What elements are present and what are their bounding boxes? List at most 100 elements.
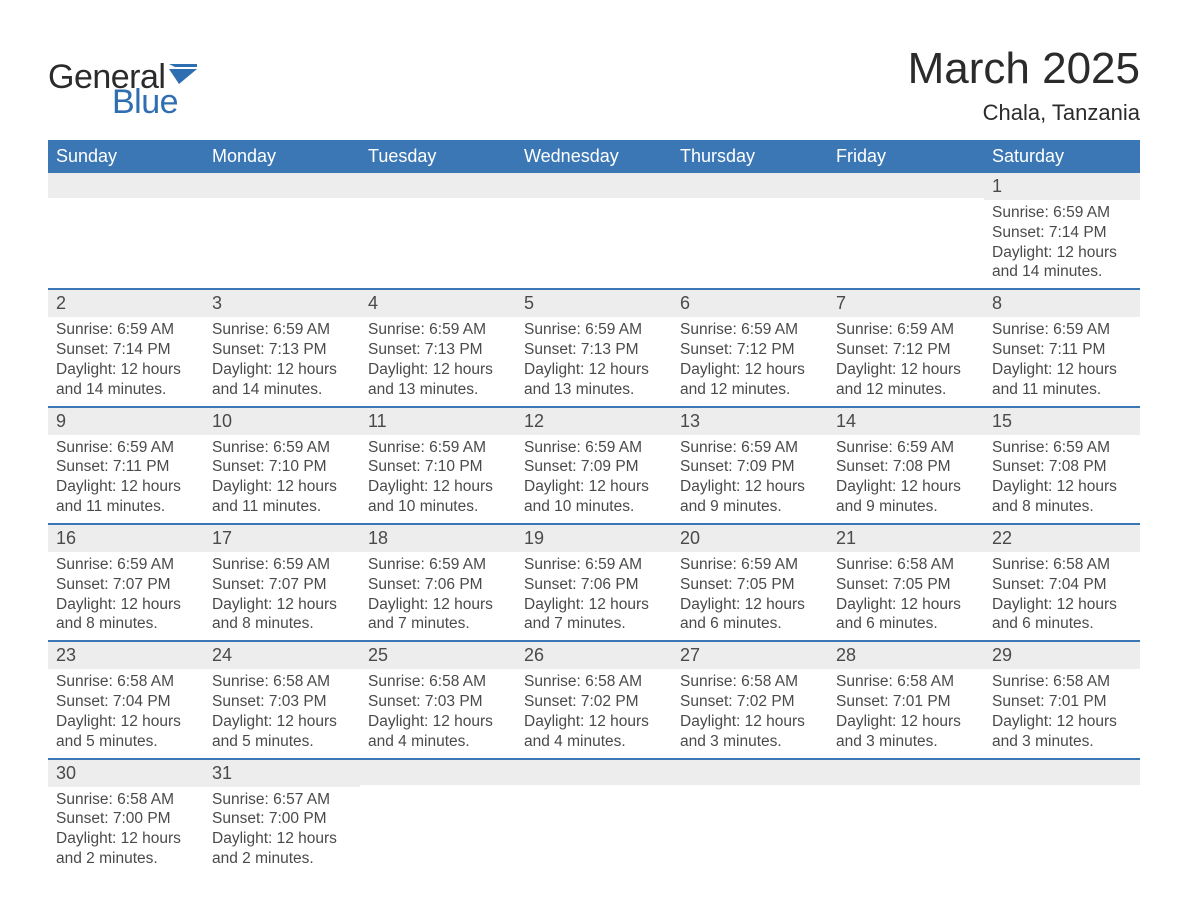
calendar-day: [672, 760, 828, 875]
day-details: Sunrise: 6:59 AMSunset: 7:09 PMDaylight:…: [516, 435, 672, 519]
day-details: [48, 198, 204, 276]
day-detail-line: Sunrise: 6:59 AM: [992, 320, 1132, 340]
day-number: 9: [48, 408, 204, 435]
calendar-day: 30Sunrise: 6:58 AMSunset: 7:00 PMDayligh…: [48, 760, 204, 875]
day-detail-line: Sunset: 7:04 PM: [992, 575, 1132, 595]
day-number: 10: [204, 408, 360, 435]
page-header: General Blue March 2025 Chala, Tanzania: [48, 30, 1140, 134]
day-number: 19: [516, 525, 672, 552]
day-number: [48, 173, 204, 198]
day-number: 1: [984, 173, 1140, 200]
day-number: 25: [360, 642, 516, 669]
day-detail-line: Sunset: 7:08 PM: [992, 457, 1132, 477]
day-number: 11: [360, 408, 516, 435]
day-detail-line: Sunrise: 6:58 AM: [836, 555, 976, 575]
day-number: 17: [204, 525, 360, 552]
day-header: Monday: [204, 140, 360, 173]
day-details: Sunrise: 6:58 AMSunset: 7:02 PMDaylight:…: [516, 669, 672, 753]
day-detail-line: Daylight: 12 hours and 3 minutes.: [836, 712, 976, 752]
day-details: Sunrise: 6:58 AMSunset: 7:04 PMDaylight:…: [48, 669, 204, 753]
calendar-body: 1Sunrise: 6:59 AMSunset: 7:14 PMDaylight…: [48, 173, 1140, 875]
day-detail-line: Sunrise: 6:59 AM: [212, 555, 352, 575]
day-header: Saturday: [984, 140, 1140, 173]
day-detail-line: Sunrise: 6:58 AM: [992, 672, 1132, 692]
day-details: Sunrise: 6:59 AMSunset: 7:12 PMDaylight:…: [672, 317, 828, 401]
day-details: [204, 198, 360, 276]
calendar-day: [204, 173, 360, 288]
day-details: Sunrise: 6:59 AMSunset: 7:13 PMDaylight:…: [516, 317, 672, 401]
day-detail-line: Daylight: 12 hours and 2 minutes.: [212, 829, 352, 869]
day-details: Sunrise: 6:58 AMSunset: 7:04 PMDaylight:…: [984, 552, 1140, 636]
calendar-day: 2Sunrise: 6:59 AMSunset: 7:14 PMDaylight…: [48, 290, 204, 405]
calendar-week: 23Sunrise: 6:58 AMSunset: 7:04 PMDayligh…: [48, 640, 1140, 757]
calendar-week: 2Sunrise: 6:59 AMSunset: 7:14 PMDaylight…: [48, 288, 1140, 405]
day-detail-line: Daylight: 12 hours and 5 minutes.: [212, 712, 352, 752]
day-number: [672, 173, 828, 198]
day-detail-line: Sunrise: 6:59 AM: [56, 555, 196, 575]
day-number: 14: [828, 408, 984, 435]
calendar-week: 9Sunrise: 6:59 AMSunset: 7:11 PMDaylight…: [48, 406, 1140, 523]
day-number: [516, 173, 672, 198]
day-detail-line: Sunrise: 6:59 AM: [524, 438, 664, 458]
day-header: Friday: [828, 140, 984, 173]
day-number: [516, 760, 672, 785]
day-details: Sunrise: 6:59 AMSunset: 7:12 PMDaylight:…: [828, 317, 984, 401]
day-detail-line: Sunrise: 6:59 AM: [368, 320, 508, 340]
title-block: March 2025 Chala, Tanzania: [908, 30, 1140, 134]
day-detail-line: Sunset: 7:02 PM: [524, 692, 664, 712]
calendar-day: 13Sunrise: 6:59 AMSunset: 7:09 PMDayligh…: [672, 408, 828, 523]
day-details: Sunrise: 6:59 AMSunset: 7:14 PMDaylight:…: [984, 200, 1140, 284]
day-detail-line: Daylight: 12 hours and 13 minutes.: [368, 360, 508, 400]
day-header: Thursday: [672, 140, 828, 173]
day-number: 28: [828, 642, 984, 669]
day-detail-line: Sunrise: 6:59 AM: [368, 438, 508, 458]
day-detail-line: Daylight: 12 hours and 3 minutes.: [992, 712, 1132, 752]
day-number: 3: [204, 290, 360, 317]
day-detail-line: Sunrise: 6:58 AM: [680, 672, 820, 692]
calendar-day: 9Sunrise: 6:59 AMSunset: 7:11 PMDaylight…: [48, 408, 204, 523]
calendar-day: [516, 760, 672, 875]
calendar-week: 16Sunrise: 6:59 AMSunset: 7:07 PMDayligh…: [48, 523, 1140, 640]
day-number: 27: [672, 642, 828, 669]
day-detail-line: Sunset: 7:04 PM: [56, 692, 196, 712]
calendar-day: 23Sunrise: 6:58 AMSunset: 7:04 PMDayligh…: [48, 642, 204, 757]
day-detail-line: Sunrise: 6:59 AM: [836, 438, 976, 458]
day-detail-line: Sunrise: 6:59 AM: [368, 555, 508, 575]
calendar-day: 21Sunrise: 6:58 AMSunset: 7:05 PMDayligh…: [828, 525, 984, 640]
logo: General Blue: [48, 58, 199, 122]
calendar-day: 17Sunrise: 6:59 AMSunset: 7:07 PMDayligh…: [204, 525, 360, 640]
day-number: [360, 760, 516, 785]
day-details: Sunrise: 6:59 AMSunset: 7:05 PMDaylight:…: [672, 552, 828, 636]
day-details: Sunrise: 6:58 AMSunset: 7:05 PMDaylight:…: [828, 552, 984, 636]
calendar-day: 20Sunrise: 6:59 AMSunset: 7:05 PMDayligh…: [672, 525, 828, 640]
day-details: [828, 785, 984, 863]
day-details: Sunrise: 6:59 AMSunset: 7:08 PMDaylight:…: [828, 435, 984, 519]
calendar-day: [672, 173, 828, 288]
calendar-day: 3Sunrise: 6:59 AMSunset: 7:13 PMDaylight…: [204, 290, 360, 405]
day-detail-line: Sunset: 7:08 PM: [836, 457, 976, 477]
day-number: 24: [204, 642, 360, 669]
day-detail-line: Sunset: 7:13 PM: [524, 340, 664, 360]
day-details: Sunrise: 6:59 AMSunset: 7:11 PMDaylight:…: [48, 435, 204, 519]
day-detail-line: Sunrise: 6:59 AM: [56, 438, 196, 458]
day-detail-line: Sunset: 7:12 PM: [836, 340, 976, 360]
day-detail-line: Sunset: 7:09 PM: [680, 457, 820, 477]
day-details: Sunrise: 6:59 AMSunset: 7:06 PMDaylight:…: [516, 552, 672, 636]
day-detail-line: Sunrise: 6:59 AM: [680, 438, 820, 458]
calendar-day: 6Sunrise: 6:59 AMSunset: 7:12 PMDaylight…: [672, 290, 828, 405]
day-detail-line: Sunrise: 6:59 AM: [680, 555, 820, 575]
calendar-day: [828, 760, 984, 875]
day-detail-line: Sunset: 7:13 PM: [368, 340, 508, 360]
day-detail-line: Sunrise: 6:58 AM: [368, 672, 508, 692]
day-detail-line: Daylight: 12 hours and 4 minutes.: [524, 712, 664, 752]
day-detail-line: Sunset: 7:09 PM: [524, 457, 664, 477]
day-detail-line: Sunset: 7:10 PM: [368, 457, 508, 477]
day-details: [672, 785, 828, 863]
day-detail-line: Sunset: 7:05 PM: [680, 575, 820, 595]
day-detail-line: Daylight: 12 hours and 10 minutes.: [524, 477, 664, 517]
calendar-day: 7Sunrise: 6:59 AMSunset: 7:12 PMDaylight…: [828, 290, 984, 405]
day-detail-line: Sunrise: 6:58 AM: [56, 672, 196, 692]
day-detail-line: Sunset: 7:06 PM: [524, 575, 664, 595]
day-number: 7: [828, 290, 984, 317]
calendar-day: [828, 173, 984, 288]
